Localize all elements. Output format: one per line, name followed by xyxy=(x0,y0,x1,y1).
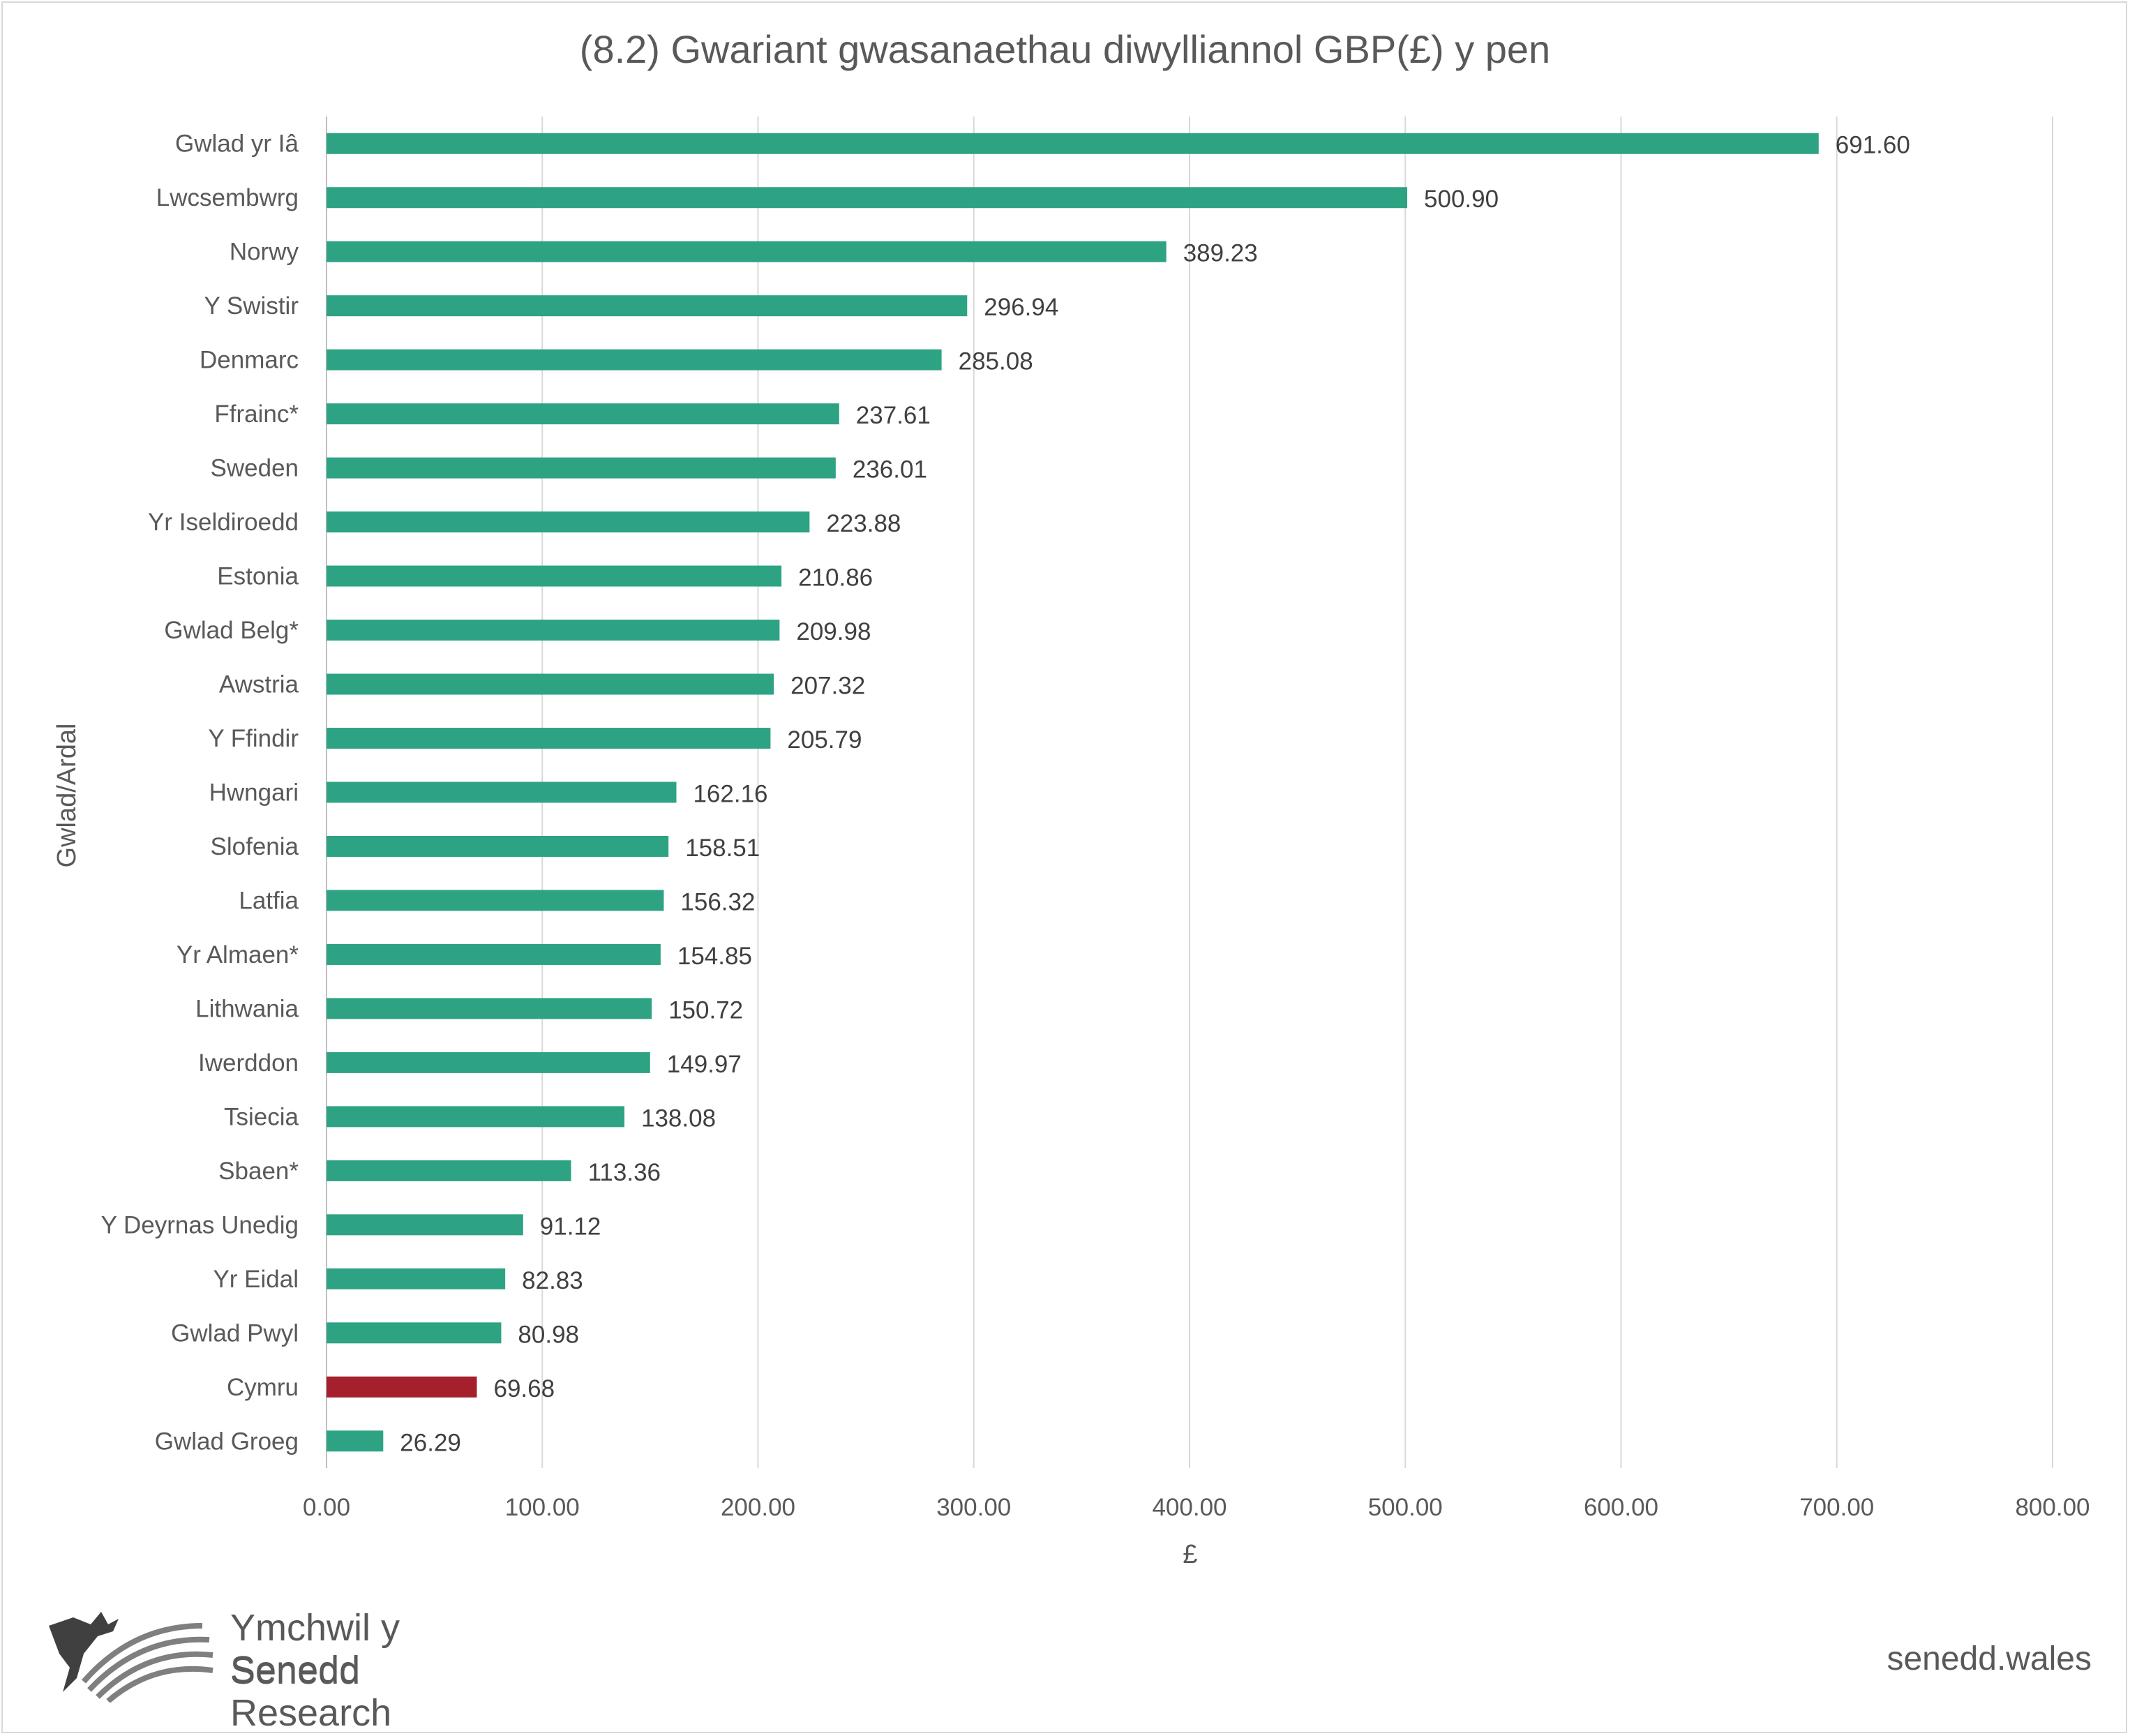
value-label: 149.97 xyxy=(667,1051,742,1078)
bar xyxy=(327,835,669,857)
value-label: 162.16 xyxy=(693,781,767,808)
gridlines xyxy=(326,117,2053,1468)
bar xyxy=(327,1268,506,1289)
category-label: Gwlad Belg* xyxy=(164,617,299,644)
bar xyxy=(327,133,1819,154)
value-label: 26.29 xyxy=(400,1429,461,1456)
x-tick-label: 0.00 xyxy=(303,1494,350,1521)
category-label: Y Ffindir xyxy=(208,725,299,752)
logo-text-english: Senedd Research xyxy=(230,1649,392,1734)
bar xyxy=(327,1106,625,1128)
labels: 0.00 100.00 200.00 300.00 400.00 500.00 600.00… xyxy=(101,130,2090,1521)
bar xyxy=(327,565,782,587)
category-label: Latfia xyxy=(239,887,299,914)
bar xyxy=(327,890,664,911)
y-axis-title: Gwlad/Ardal xyxy=(52,724,82,868)
bar xyxy=(327,1376,477,1398)
bar xyxy=(327,998,652,1019)
bar xyxy=(327,943,661,965)
value-label: 236.01 xyxy=(853,456,927,484)
category-label: Sbaen* xyxy=(218,1158,299,1185)
value-label: 138.08 xyxy=(641,1105,716,1132)
category-label: Y Deyrnas Unedig xyxy=(101,1211,299,1239)
value-label: 500.90 xyxy=(1424,186,1499,213)
bar xyxy=(327,403,839,425)
bars xyxy=(327,133,1819,1452)
category-label: Yr Almaen* xyxy=(177,941,299,968)
x-tick-label: 400.00 xyxy=(1152,1494,1227,1521)
category-label: Slofenia xyxy=(211,833,299,860)
category-label: Estonia xyxy=(217,563,299,590)
bar xyxy=(327,728,771,749)
value-label: 91.12 xyxy=(540,1213,601,1240)
logo-text-welsh: Ymchwil y Senedd xyxy=(230,1607,400,1692)
category-label: Yr Eidal xyxy=(213,1266,299,1293)
bar xyxy=(327,1430,384,1452)
value-label: 691.60 xyxy=(1836,132,1910,159)
category-label: Norwy xyxy=(230,239,299,266)
value-label: 205.79 xyxy=(787,726,862,754)
category-label: Gwlad Groeg xyxy=(155,1428,299,1455)
category-label: Ffrainc* xyxy=(214,401,299,428)
value-label: 150.72 xyxy=(668,996,743,1024)
bar xyxy=(327,511,810,533)
x-tick-label: 800.00 xyxy=(2015,1494,2090,1521)
x-tick-label: 200.00 xyxy=(721,1494,795,1521)
category-label: Yr Iseldiroedd xyxy=(148,509,299,536)
value-label: 389.23 xyxy=(1183,240,1258,267)
value-label: 237.61 xyxy=(856,402,931,429)
category-label: Gwlad yr Iâ xyxy=(175,130,299,158)
chart-title: (8.2) Gwariant gwasanaethau diwylliannol… xyxy=(579,27,1551,71)
value-label: 69.68 xyxy=(493,1375,555,1402)
value-label: 207.32 xyxy=(790,673,865,700)
category-label: Gwlad Pwyl xyxy=(171,1319,299,1347)
value-label: 296.94 xyxy=(984,294,1058,321)
bar xyxy=(327,673,774,695)
x-tick-label: 700.00 xyxy=(1799,1494,1874,1521)
category-label: Tsiecia xyxy=(224,1103,299,1130)
value-label: 285.08 xyxy=(959,348,1033,375)
x-axis-title: £ xyxy=(1183,1540,1197,1569)
value-label: 158.51 xyxy=(685,835,760,862)
value-label: 156.32 xyxy=(680,888,755,915)
value-label: 209.98 xyxy=(796,618,871,645)
category-label: Cymru xyxy=(227,1374,299,1401)
bar xyxy=(327,241,1167,262)
category-label: Awstria xyxy=(219,671,299,698)
value-label: 223.88 xyxy=(826,510,901,537)
category-label: Lwcsembwrg xyxy=(156,184,299,211)
bar xyxy=(327,1214,523,1236)
category-label: Hwngari xyxy=(209,779,299,807)
category-label: Iwerddon xyxy=(198,1049,299,1077)
category-label: Y Swistir xyxy=(204,292,299,320)
category-label: Sweden xyxy=(211,455,299,482)
bar xyxy=(327,457,836,479)
category-label: Lithwania xyxy=(195,995,299,1022)
value-label: 210.86 xyxy=(798,564,873,592)
bar xyxy=(327,620,780,641)
x-tick-label: 300.00 xyxy=(936,1494,1011,1521)
bar xyxy=(327,1160,571,1181)
website-url: senedd.wales xyxy=(1887,1640,2092,1677)
value-label: 154.85 xyxy=(677,943,752,970)
bar xyxy=(327,295,968,317)
x-tick-label: 100.00 xyxy=(505,1494,580,1521)
x-tick-label: 500.00 xyxy=(1368,1494,1443,1521)
bar xyxy=(327,1322,502,1344)
x-tick-label: 600.00 xyxy=(1584,1494,1658,1521)
category-label: Denmarc xyxy=(200,347,299,374)
senedd-research-logo: Ymchwil y Senedd Senedd Research xyxy=(35,1598,523,1734)
bar xyxy=(327,187,1408,209)
dragon-logo-icon xyxy=(49,1612,213,1704)
bar xyxy=(327,1052,650,1073)
value-label: 113.36 xyxy=(588,1159,661,1186)
bar xyxy=(327,349,942,371)
value-label: 82.83 xyxy=(522,1267,583,1294)
bar xyxy=(327,781,677,803)
value-label: 80.98 xyxy=(518,1321,579,1348)
